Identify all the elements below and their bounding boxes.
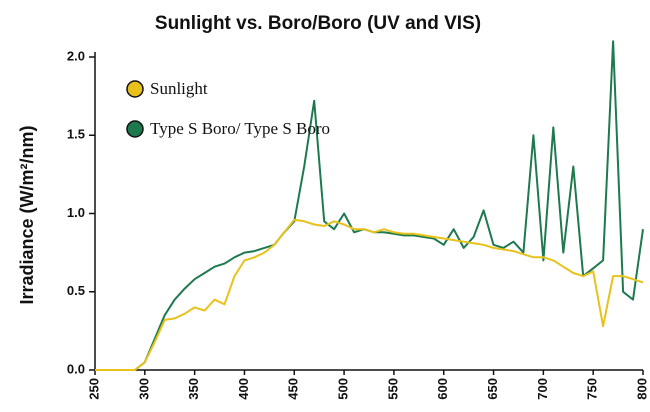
x-tick-label: 300 xyxy=(136,378,151,400)
legend-label: Sunlight xyxy=(150,79,208,98)
x-tick-label: 400 xyxy=(236,378,251,400)
legend-marker xyxy=(126,80,144,98)
y-tick-label: 0.5 xyxy=(67,283,85,298)
x-tick-label: 650 xyxy=(485,378,500,400)
x-tick-label: 550 xyxy=(385,378,400,400)
x-tick-label: 700 xyxy=(535,378,550,400)
legend-marker xyxy=(126,120,144,138)
x-tick-label: 600 xyxy=(435,378,450,400)
x-tick-label: 800 xyxy=(634,378,649,400)
chart-title: Sunlight vs. Boro/Boro (UV and VIS) xyxy=(155,13,481,34)
x-tick-label: 250 xyxy=(86,378,101,400)
series-line xyxy=(95,218,644,371)
y-tick-label: 1.5 xyxy=(67,127,85,142)
y-axis-label: Irradiance (W/m²/nm) xyxy=(17,125,37,304)
y-tick-label: 0.0 xyxy=(67,361,85,376)
y-tick-label: 1.0 xyxy=(67,205,85,220)
legend-label: Type S Boro/ Type S Boro xyxy=(150,119,330,138)
x-tick-label: 350 xyxy=(186,378,201,400)
y-tick-label: 2.0 xyxy=(67,48,85,63)
x-tick-label: 450 xyxy=(286,378,301,400)
x-tick-label: 750 xyxy=(585,378,600,400)
x-tick-label: 500 xyxy=(336,378,351,400)
